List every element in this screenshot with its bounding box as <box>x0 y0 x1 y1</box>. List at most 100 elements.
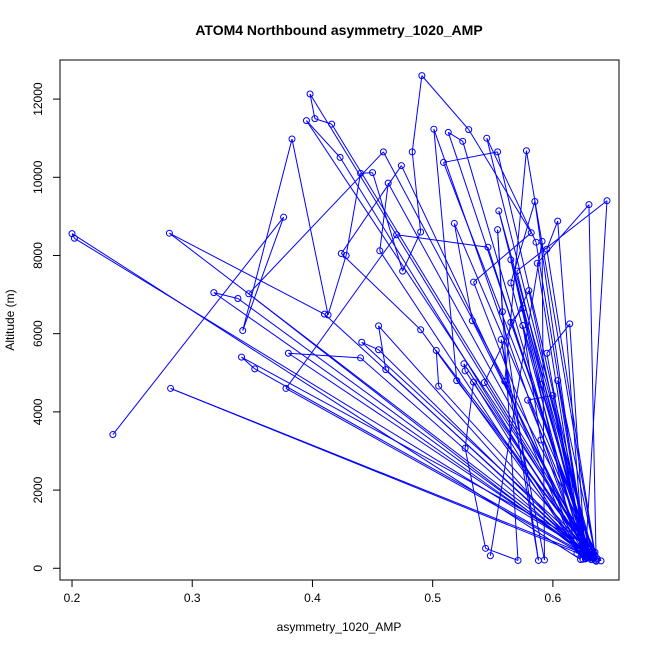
series-segment <box>500 339 539 561</box>
data-point <box>537 436 545 444</box>
series-segment <box>557 221 584 548</box>
series-segment <box>213 292 239 299</box>
series-segment <box>510 259 542 385</box>
series-segment <box>447 132 590 553</box>
series-segment <box>340 165 402 254</box>
data-point <box>554 377 562 385</box>
series-segment <box>516 200 608 272</box>
series-segment <box>306 120 341 158</box>
series-segment <box>291 138 329 316</box>
y-tick-label: 12000 <box>31 82 45 116</box>
data-point <box>453 377 461 385</box>
data-point <box>417 326 425 334</box>
x-tick-label: 0.5 <box>424 591 441 605</box>
data-point <box>324 311 332 319</box>
series-segment <box>242 138 293 331</box>
series-segment <box>557 380 596 553</box>
series-segment <box>372 172 404 272</box>
data-point <box>251 365 259 373</box>
y-tick-label: 0 <box>31 565 45 572</box>
data-point <box>369 169 377 177</box>
data-point <box>70 234 78 242</box>
series-segment <box>464 448 487 549</box>
data-point <box>461 444 469 452</box>
series-segment <box>433 129 586 560</box>
series-segment <box>473 232 532 283</box>
series-segment <box>248 151 384 295</box>
data-point <box>460 360 468 368</box>
series-segment <box>438 385 593 556</box>
series-segment <box>435 350 595 558</box>
series-segment <box>453 223 473 321</box>
series-segment <box>588 204 597 562</box>
data-point <box>507 318 515 326</box>
data-point <box>167 384 175 392</box>
x-tick-label: 0.2 <box>64 591 81 605</box>
series-segment <box>385 369 591 559</box>
series-segment <box>400 165 587 557</box>
data-point <box>549 391 557 399</box>
series-segment <box>546 220 559 250</box>
series-segment <box>497 229 503 312</box>
data-point <box>524 396 532 404</box>
data-point <box>382 366 390 374</box>
series-segment <box>464 382 475 449</box>
x-tick-label: 0.4 <box>304 591 321 605</box>
y-tick-label: 2000 <box>31 476 45 503</box>
series-segment <box>525 150 596 556</box>
x-axis: 0.2 0.3 0.4 0.5 0.6 <box>64 579 562 605</box>
series-segment <box>285 234 398 389</box>
data-point <box>527 229 535 237</box>
series-segment <box>421 75 470 130</box>
data-point <box>494 226 502 234</box>
series-segment <box>541 241 545 561</box>
data-point <box>538 237 546 245</box>
data-point <box>109 431 117 439</box>
x-axis-label: asymmetry_1020_AMP <box>277 620 402 634</box>
data-point <box>507 256 515 264</box>
series-segment <box>536 263 584 554</box>
series-segment <box>584 200 608 557</box>
data-point <box>399 267 407 275</box>
data-point <box>210 289 218 297</box>
data-point <box>531 198 539 206</box>
data-point <box>461 367 469 375</box>
data-point <box>566 320 574 328</box>
series-segment <box>242 217 285 331</box>
series-segment <box>536 204 590 264</box>
data-point <box>288 135 296 143</box>
data-point <box>543 349 551 357</box>
data-point <box>468 317 476 325</box>
data-point <box>519 304 527 312</box>
series-segment <box>112 216 284 435</box>
data-point <box>494 148 502 156</box>
data-point <box>165 229 173 237</box>
data-point <box>484 243 492 251</box>
data-point <box>470 378 478 386</box>
series-segment <box>557 380 588 558</box>
data-point <box>408 148 416 156</box>
series-layer <box>68 72 611 565</box>
data-point <box>522 147 530 155</box>
y-axis-label: Altitude (m) <box>3 289 17 350</box>
data-point <box>465 126 473 134</box>
series-segment <box>254 368 592 558</box>
data-point <box>280 213 288 221</box>
data-point <box>603 197 611 205</box>
data-point <box>393 231 401 239</box>
series-segment <box>169 232 325 315</box>
series-segment <box>288 352 361 359</box>
data-point <box>581 555 589 563</box>
data-point <box>533 259 541 267</box>
series-segment <box>473 381 584 560</box>
series-segment <box>327 255 347 316</box>
data-point <box>418 72 426 80</box>
data-point <box>311 115 319 123</box>
series-segment <box>500 339 545 561</box>
data-point <box>375 322 383 330</box>
data-point <box>432 346 440 354</box>
series-segment <box>486 138 590 547</box>
data-point <box>306 90 314 98</box>
